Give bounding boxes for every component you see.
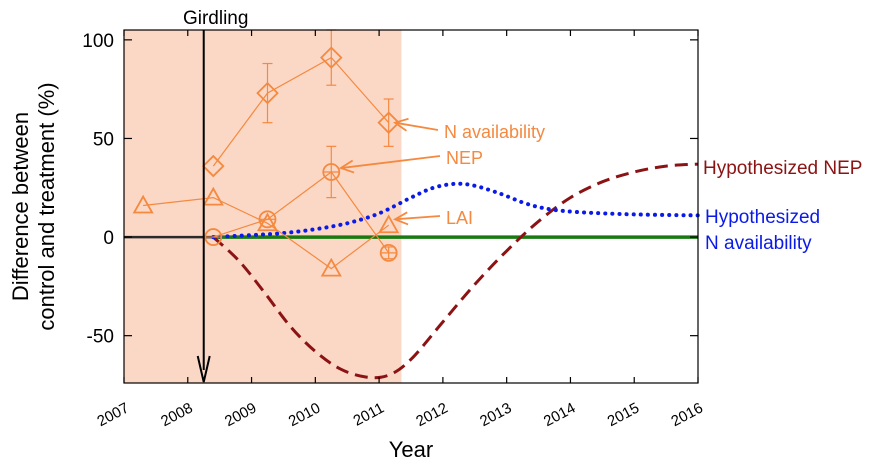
lai-point xyxy=(320,257,342,277)
lai-point xyxy=(132,194,154,214)
hypothesized-nep-curve xyxy=(212,162,699,380)
x-tick-label: 2013 xyxy=(477,400,514,431)
y-tick-label: 100 xyxy=(82,31,114,52)
x-tick-label: 2012 xyxy=(413,400,450,431)
lai-label: LAI xyxy=(446,208,473,228)
y-tick-label: -50 xyxy=(87,327,114,348)
n-availability-point xyxy=(320,46,343,69)
lai-line xyxy=(143,196,390,270)
nep-label: NEP xyxy=(446,148,483,168)
y-axis-label: Difference betweencontrol and treatment … xyxy=(8,82,59,330)
x-tick-label: 2015 xyxy=(605,400,642,431)
shaded-period xyxy=(124,30,402,383)
x-tick-label: 2014 xyxy=(541,400,578,431)
girdling-arrowhead xyxy=(196,355,211,383)
n-availability-point xyxy=(256,81,279,105)
hypothesized-n-availability-label: Hypothesized xyxy=(705,207,820,228)
lai-point xyxy=(256,212,279,232)
n-availability-point xyxy=(202,154,225,178)
lai-point xyxy=(202,186,224,206)
x-tick-label: 2009 xyxy=(222,400,259,431)
y-tick-label: 0 xyxy=(103,228,114,249)
lai-label-arrowhead xyxy=(392,211,409,226)
x-axis-label: Year xyxy=(389,437,433,462)
n-availability-label: N availability xyxy=(444,122,545,142)
n-availability-label-arrowhead xyxy=(393,117,409,132)
nep-line xyxy=(213,171,390,254)
lai-point xyxy=(378,214,400,234)
x-tick-label: 2007 xyxy=(94,400,131,431)
nep-label-arrow xyxy=(340,155,441,169)
hypothesized-n-availability-label: N availability xyxy=(705,233,812,254)
x-tick-label: 2016 xyxy=(668,400,705,431)
hypothesized-n-availability-curve xyxy=(211,181,700,240)
n-availability-label-arrow xyxy=(394,121,439,131)
lai-label-arrow xyxy=(394,215,441,221)
girdling-label: Girdling xyxy=(183,8,248,29)
x-tick-label: 2008 xyxy=(158,400,195,431)
n-availability-line xyxy=(212,56,390,167)
y-tick-label: 50 xyxy=(93,129,114,150)
x-tick-label: 2010 xyxy=(286,400,323,431)
nep-label-arrowhead xyxy=(338,159,355,174)
plot-frame xyxy=(123,29,699,384)
y-axis-label-line: Difference between xyxy=(8,112,33,301)
x-tick-label: 2011 xyxy=(351,400,387,430)
hypothesized-nep-label: Hypothesized NEP xyxy=(703,158,862,179)
n-availability-point xyxy=(377,111,400,134)
y-axis-label-line: control and treatment (%) xyxy=(34,82,59,330)
